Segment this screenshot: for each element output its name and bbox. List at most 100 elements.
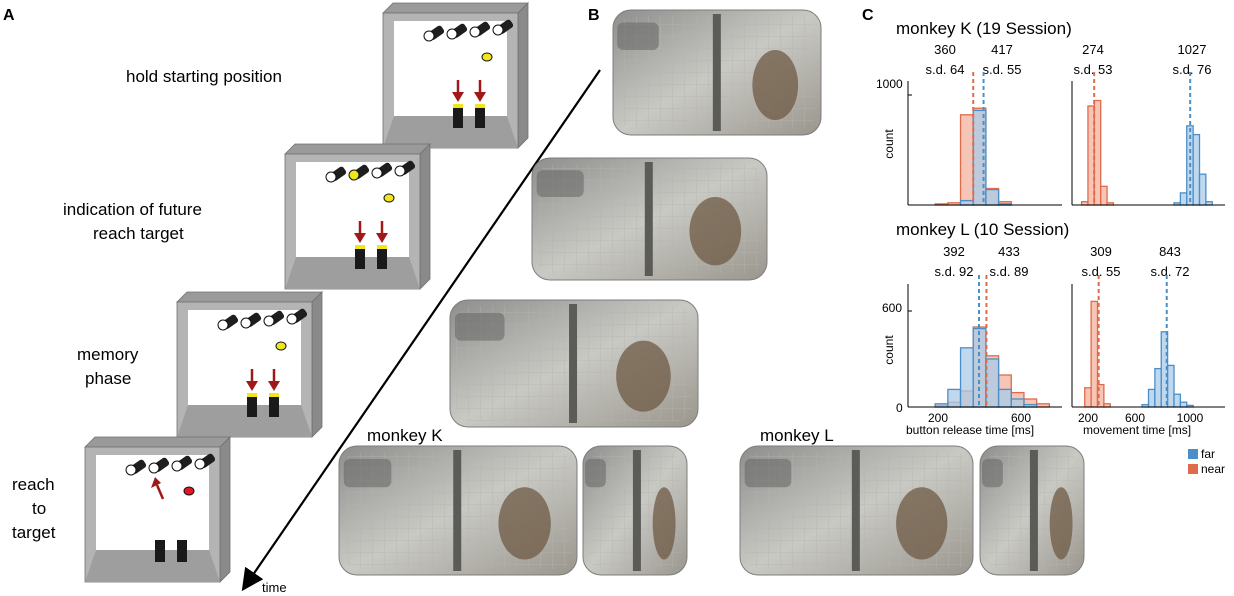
l-ylabel: count: [882, 335, 896, 365]
bar-near: [1100, 185, 1108, 206]
k-release-far-mean: 417: [991, 42, 1013, 57]
home-button: [475, 106, 485, 128]
target-led: [446, 28, 458, 40]
k-release-far-sd: s.d. 55: [982, 62, 1021, 77]
cue-light: [183, 486, 195, 496]
target-led: [286, 313, 298, 325]
k-ylabel: count: [882, 129, 896, 159]
home-button: [355, 247, 365, 269]
legend-far-swatch: [1188, 449, 1198, 459]
l-release-near-sd: s.d. 92: [934, 264, 973, 279]
monkey-k-label: monkey K: [367, 426, 443, 445]
k-release-near-sd: s.d. 64: [925, 62, 964, 77]
xtick-right-1000: 1000: [1177, 411, 1204, 425]
panel-letter-c: C: [862, 7, 874, 24]
frame-hold: [612, 9, 822, 136]
bar-far: [1166, 364, 1175, 408]
l-ytick-0: 0: [896, 401, 903, 415]
home-button: [269, 395, 279, 417]
box-floor: [383, 116, 518, 148]
hist-k-move: [1071, 72, 1225, 206]
monkey-silhouette: [689, 197, 742, 266]
home-button: [247, 395, 257, 417]
task-box-hold: [382, 2, 529, 149]
home-button-light: [247, 393, 257, 397]
bar-near: [1084, 387, 1092, 408]
press-arrow-head: [376, 233, 388, 243]
home-button: [177, 540, 187, 562]
xlabel-right: movement time [ms]: [1083, 423, 1191, 437]
monkey-silhouette: [652, 487, 676, 560]
frame-memory: [449, 299, 699, 428]
l-move-far-mean: 843: [1159, 244, 1181, 259]
k-move-far-sd: s.d. 76: [1172, 62, 1211, 77]
home-button-light: [475, 104, 485, 108]
xtick-right-600: 600: [1125, 411, 1145, 425]
bar-far: [947, 388, 962, 408]
monkey-silhouette: [616, 340, 671, 412]
frame-k-reach: [338, 445, 578, 576]
target-led: [469, 26, 481, 38]
box-top: [284, 143, 431, 155]
l-release-near-mean: 392: [943, 244, 965, 259]
target-led: [217, 319, 229, 331]
bar-near: [1093, 99, 1102, 206]
cage-bar: [632, 450, 641, 571]
step-indication-label: indication of future reach target: [63, 200, 202, 243]
box-top: [84, 436, 231, 448]
task-box-indication: [284, 143, 431, 290]
k-move-near-mean: 274: [1082, 42, 1104, 57]
frame-k-reach-zoom: [582, 445, 688, 576]
l-release-far-sd: s.d. 89: [989, 264, 1028, 279]
target-led: [263, 315, 275, 327]
hist-l-release: [907, 275, 1062, 408]
robot-arm: [454, 312, 505, 341]
target-led: [492, 24, 504, 36]
legend-near-label: near: [1201, 462, 1225, 476]
cage-bar: [851, 450, 860, 571]
panel-letter-a: A: [3, 7, 15, 24]
box-top: [382, 2, 529, 14]
monkey-l-label: monkey L: [760, 426, 834, 445]
cage-bar: [712, 14, 721, 131]
home-button: [155, 540, 165, 562]
press-arrow-head: [246, 381, 258, 391]
cage-bar: [453, 450, 462, 571]
l-move-far-sd: s.d. 72: [1150, 264, 1189, 279]
frame-indication: [531, 157, 768, 281]
bar-far: [1173, 393, 1182, 408]
cage-bar: [569, 304, 578, 423]
k-move-far-mean: 1027: [1178, 42, 1207, 57]
target-led: [325, 171, 337, 183]
reach-arrow-head: [151, 477, 161, 488]
box-floor: [177, 405, 312, 437]
hist-l-move: [1071, 275, 1225, 408]
bar-near: [1090, 300, 1099, 408]
robot-arm: [982, 458, 1003, 488]
press-arrow-head: [474, 92, 486, 102]
xtick-left-200: 200: [928, 411, 948, 425]
task-box-memory: [176, 291, 323, 438]
robot-arm: [585, 458, 606, 488]
bar-near: [959, 114, 974, 206]
cue-light: [275, 341, 287, 351]
home-button-light: [377, 245, 387, 249]
bar-far: [985, 358, 1000, 408]
robot-arm: [617, 22, 659, 50]
home-button: [453, 106, 463, 128]
hist-k-release: [907, 72, 1062, 206]
monkey-silhouette: [1049, 487, 1073, 560]
home-button-light: [355, 245, 365, 249]
l-move-near-sd: s.d. 55: [1081, 264, 1120, 279]
box-right: [219, 436, 231, 583]
box-top: [176, 291, 323, 303]
bar-far: [985, 188, 1000, 206]
frame-l-reach-zoom: [979, 445, 1085, 576]
histograms: [907, 72, 1225, 408]
box-floor: [85, 550, 220, 582]
cage-bar: [1029, 450, 1038, 571]
monkey-l-title: monkey L (10 Session): [896, 220, 1069, 239]
l-move-near-mean: 309: [1090, 244, 1112, 259]
home-button: [377, 247, 387, 269]
robot-arm: [536, 170, 584, 198]
